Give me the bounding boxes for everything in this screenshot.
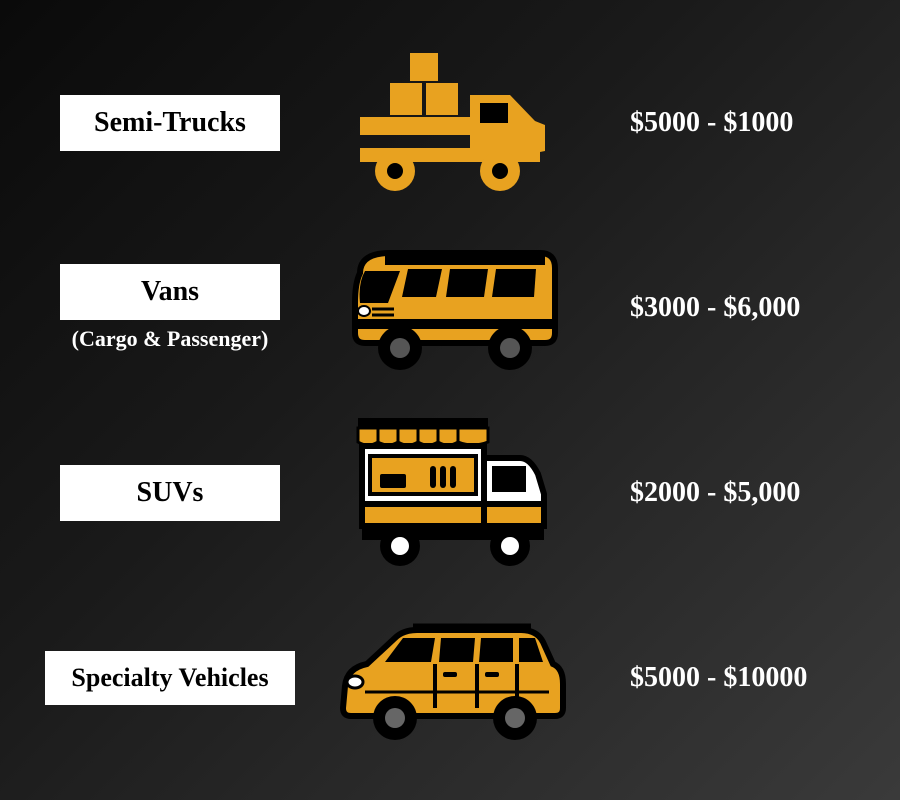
label-box: Semi-Trucks bbox=[40, 95, 300, 151]
row-suvs: SUVs bbox=[40, 408, 860, 578]
category-label: Semi-Trucks bbox=[60, 95, 280, 151]
van-icon bbox=[320, 223, 580, 393]
category-label: Vans bbox=[60, 264, 280, 320]
row-semi-trucks: Semi-Trucks $5 bbox=[40, 38, 860, 208]
row-specialty: Specialty Vehicles bbox=[40, 593, 860, 763]
flatbed-truck-icon bbox=[320, 38, 580, 208]
price-label: $5000 - $1000 bbox=[600, 107, 860, 139]
price-label: $5000 - $10000 bbox=[600, 662, 860, 694]
label-box: Vans (Cargo & Passenger) bbox=[40, 264, 300, 352]
suv-car-icon bbox=[320, 593, 580, 763]
price-label: $2000 - $5,000 bbox=[600, 477, 860, 509]
label-box: SUVs bbox=[40, 465, 300, 521]
vehicle-price-infographic: Semi-Trucks $5 bbox=[0, 0, 900, 800]
price-label: $3000 - $6,000 bbox=[600, 292, 860, 324]
row-vans: Vans (Cargo & Passenger) bbox=[40, 223, 860, 393]
food-truck-icon bbox=[320, 408, 580, 578]
category-label: Specialty Vehicles bbox=[45, 651, 295, 705]
label-box: Specialty Vehicles bbox=[40, 651, 300, 705]
category-subtitle: (Cargo & Passenger) bbox=[72, 326, 269, 352]
category-label: SUVs bbox=[60, 465, 280, 521]
